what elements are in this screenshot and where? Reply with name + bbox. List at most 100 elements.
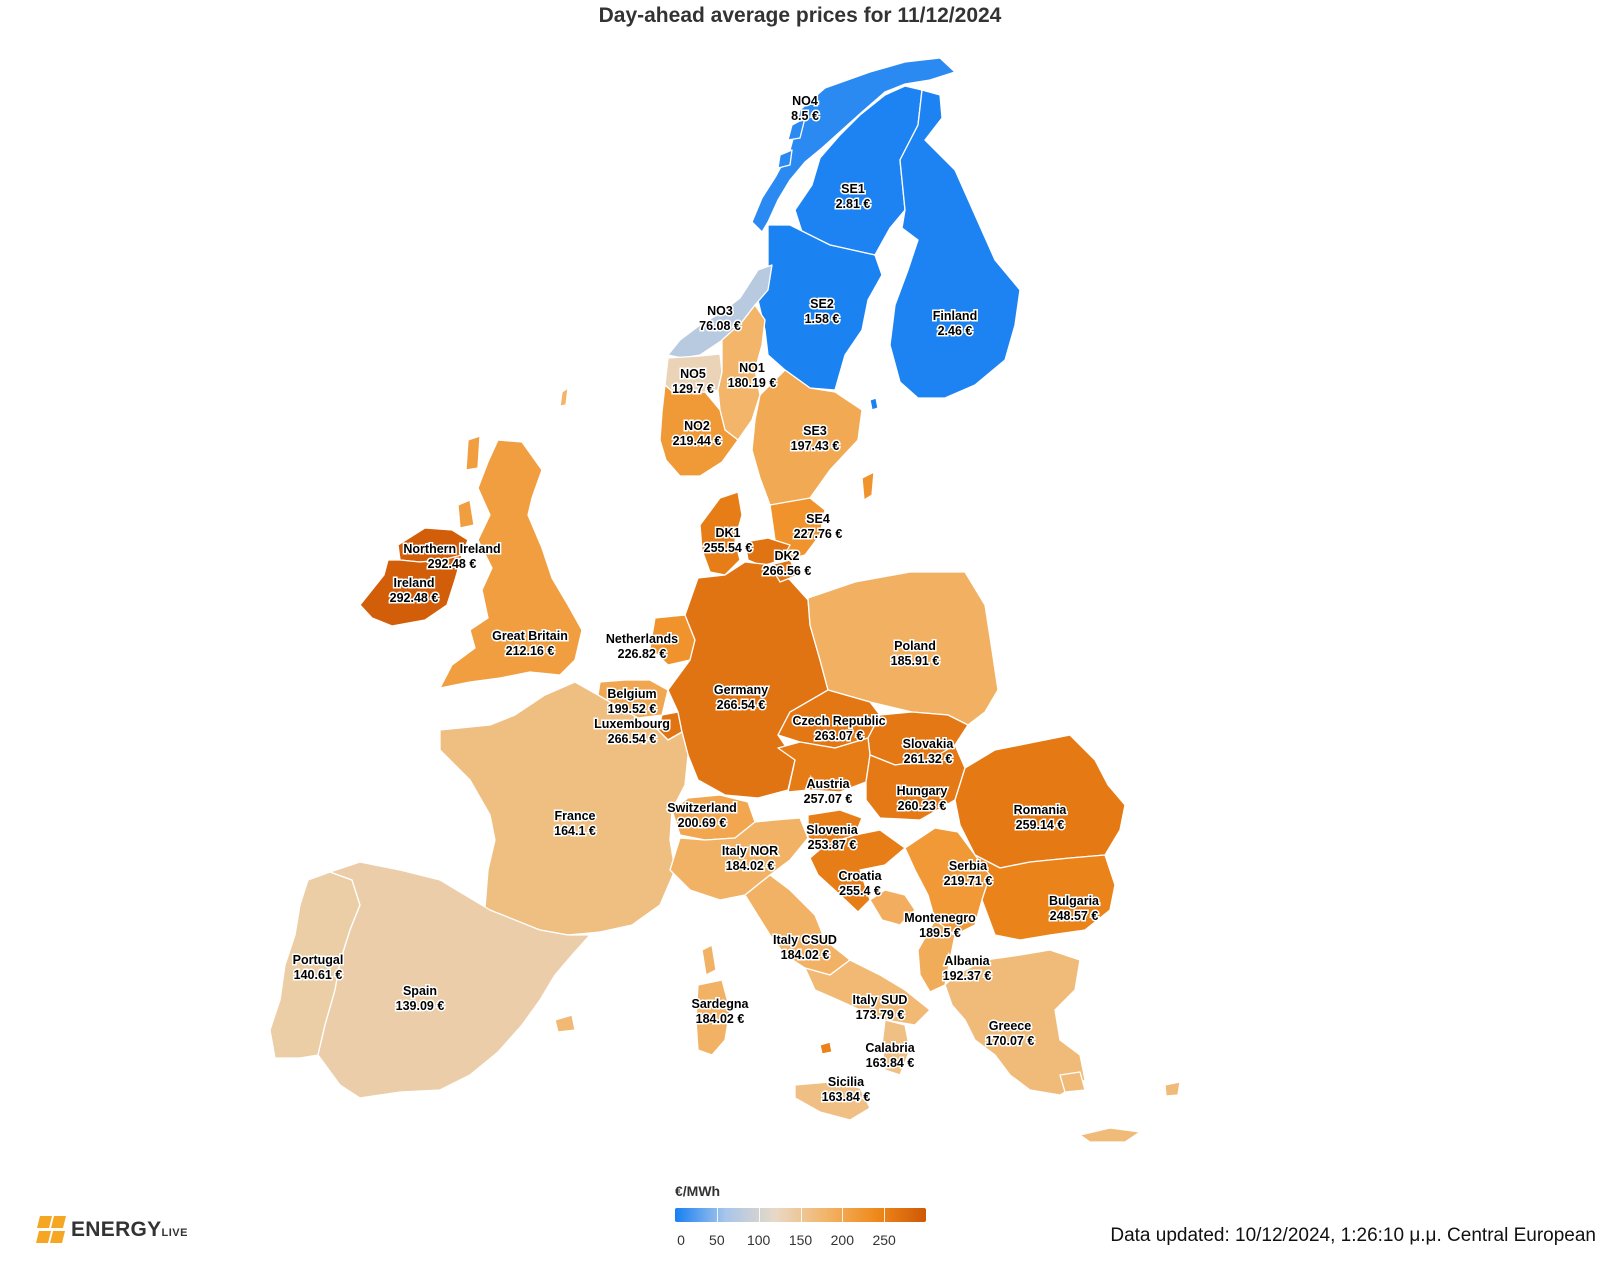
region-label-name: Northern Ireland: [403, 542, 500, 556]
region-label-name: Bulgaria: [1049, 894, 1100, 908]
region-label-price: 184.02 €: [781, 948, 830, 962]
region-greece[interactable]: [944, 949, 1086, 1096]
region-label-name: Luxembourg: [594, 717, 670, 731]
region-no3[interactable]: [667, 264, 773, 359]
region-label-price: 189.5 €: [919, 926, 961, 940]
legend-tick-label: 150: [788, 1232, 813, 1248]
region-label-name: Serbia: [949, 859, 988, 873]
region-no2[interactable]: [659, 384, 739, 477]
region-label-name: NO5: [680, 367, 706, 381]
legend-tick-mark: [716, 1208, 718, 1222]
region-label-price: 219.44 €: [673, 434, 722, 448]
region-label-name: Germany: [714, 683, 768, 697]
region-label-price: 227.76 €: [794, 527, 843, 541]
region-no4-island[interactable]: [777, 149, 793, 169]
region-label-name: NO4: [792, 94, 818, 108]
region-italy-sud[interactable]: [804, 959, 931, 1026]
region-sardegna[interactable]: [695, 979, 731, 1056]
region-spain[interactable]: [317, 861, 591, 1099]
region-label-name: SE1: [841, 182, 865, 196]
energylive-logo: ENERGYLIVE: [36, 1216, 188, 1244]
region-label-price: 259.14 €: [1016, 818, 1065, 832]
region-calabria[interactable]: [881, 1019, 911, 1076]
region-label-price: 184.02 €: [696, 1012, 745, 1026]
region-greece-island[interactable]: [1164, 1081, 1181, 1097]
region-label-price: 219.71 €: [944, 874, 993, 888]
region-label-name: Montenegro: [904, 911, 976, 925]
region-great-britain-island[interactable]: [465, 435, 481, 471]
region-bulgaria-island[interactable]: [819, 1041, 833, 1055]
region-finland[interactable]: [889, 89, 1021, 399]
legend-tick-label: 250: [872, 1232, 896, 1248]
region-label-name: Czech Republic: [792, 714, 885, 728]
energylive-wordmark: ENERGYLIVE: [71, 1218, 188, 1242]
region-label-price: 2.46 €: [938, 324, 973, 338]
region-label-name: Portugal: [293, 953, 344, 967]
region-dk2[interactable]: [744, 537, 791, 567]
region-label-name: SE4: [806, 512, 830, 526]
region-label-price: 292.48 €: [428, 557, 477, 571]
region-label-name: SE2: [810, 297, 834, 311]
region-se2-island[interactable]: [869, 397, 879, 411]
region-bulgaria[interactable]: [974, 854, 1116, 941]
region-se3[interactable]: [751, 369, 863, 509]
region-label-price: 2.81 €: [836, 197, 871, 211]
region-se4-island[interactable]: [861, 471, 875, 501]
region-france[interactable]: [439, 681, 689, 936]
region-sardegna-island[interactable]: [701, 944, 717, 976]
region-no1-island[interactable]: [559, 387, 569, 407]
region-label-name: Finland: [933, 309, 977, 323]
region-label-name: Sicilia: [828, 1075, 865, 1089]
region-label-price: 8.5 €: [791, 109, 819, 123]
region-montenegro[interactable]: [869, 889, 916, 926]
region-label-price: 266.56 €: [763, 564, 812, 578]
region-label-name: NO3: [707, 304, 733, 318]
region-label-name: Italy CSUD: [773, 933, 837, 947]
region-label-name: Slovakia: [903, 737, 955, 751]
region-label-name: Switzerland: [667, 801, 736, 815]
region-label-price: 129.7 €: [672, 382, 714, 396]
region-label-price: 226.82 €: [618, 647, 667, 661]
region-great-britain-island[interactable]: [457, 499, 475, 529]
region-ireland[interactable]: [359, 554, 463, 627]
region-no4-island[interactable]: [787, 117, 806, 141]
region-label-price: 263.07 €: [815, 729, 864, 743]
region-label-name: Austria: [806, 777, 850, 791]
region-greece-island[interactable]: [1079, 1127, 1141, 1143]
region-poland[interactable]: [807, 571, 999, 726]
region-great-britain[interactable]: [439, 439, 583, 689]
region-sicilia[interactable]: [794, 1081, 871, 1121]
legend-tick-mark: [758, 1208, 760, 1222]
region-albania[interactable]: [917, 919, 956, 993]
region-label-price: 163.84 €: [822, 1090, 871, 1104]
legend-tick-label: 50: [709, 1232, 725, 1248]
region-no4[interactable]: [751, 57, 956, 233]
region-label-name: Calabria: [865, 1041, 915, 1055]
region-romania[interactable]: [954, 734, 1126, 869]
region-label-name: Hungary: [897, 784, 948, 798]
region-label-price: 139.09 €: [396, 999, 445, 1013]
region-label-price: 164.1 €: [554, 824, 596, 838]
region-label-price: 140.61 €: [294, 968, 343, 982]
region-label-price: 184.02 €: [726, 859, 775, 873]
region-dk1[interactable]: [699, 491, 743, 576]
region-italy-sud-island[interactable]: [554, 1014, 576, 1033]
region-label-price: 261.32 €: [904, 752, 953, 766]
region-serbia[interactable]: [904, 827, 991, 936]
region-label-price: 292.48 €: [390, 591, 439, 605]
region-no1[interactable]: [717, 304, 766, 441]
region-label-price: 185.91 €: [891, 654, 940, 668]
region-label-name: Greece: [989, 1019, 1031, 1033]
region-label-name: NO2: [684, 419, 710, 433]
region-label-name: Slovenia: [806, 823, 858, 837]
region-label-name: Ireland: [394, 576, 435, 590]
region-label-price: 253.87 €: [808, 838, 857, 852]
region-dk2-island[interactable]: [769, 559, 799, 583]
legend-tick-label: 0: [677, 1232, 685, 1248]
region-label-name: Albania: [944, 954, 990, 968]
region-greece-island[interactable]: [1059, 1071, 1086, 1093]
region-italy-nor[interactable]: [669, 817, 809, 901]
region-label-price: 266.54 €: [608, 732, 657, 746]
region-label-name: Italy SUD: [853, 993, 908, 1007]
region-croatia[interactable]: [809, 829, 906, 913]
